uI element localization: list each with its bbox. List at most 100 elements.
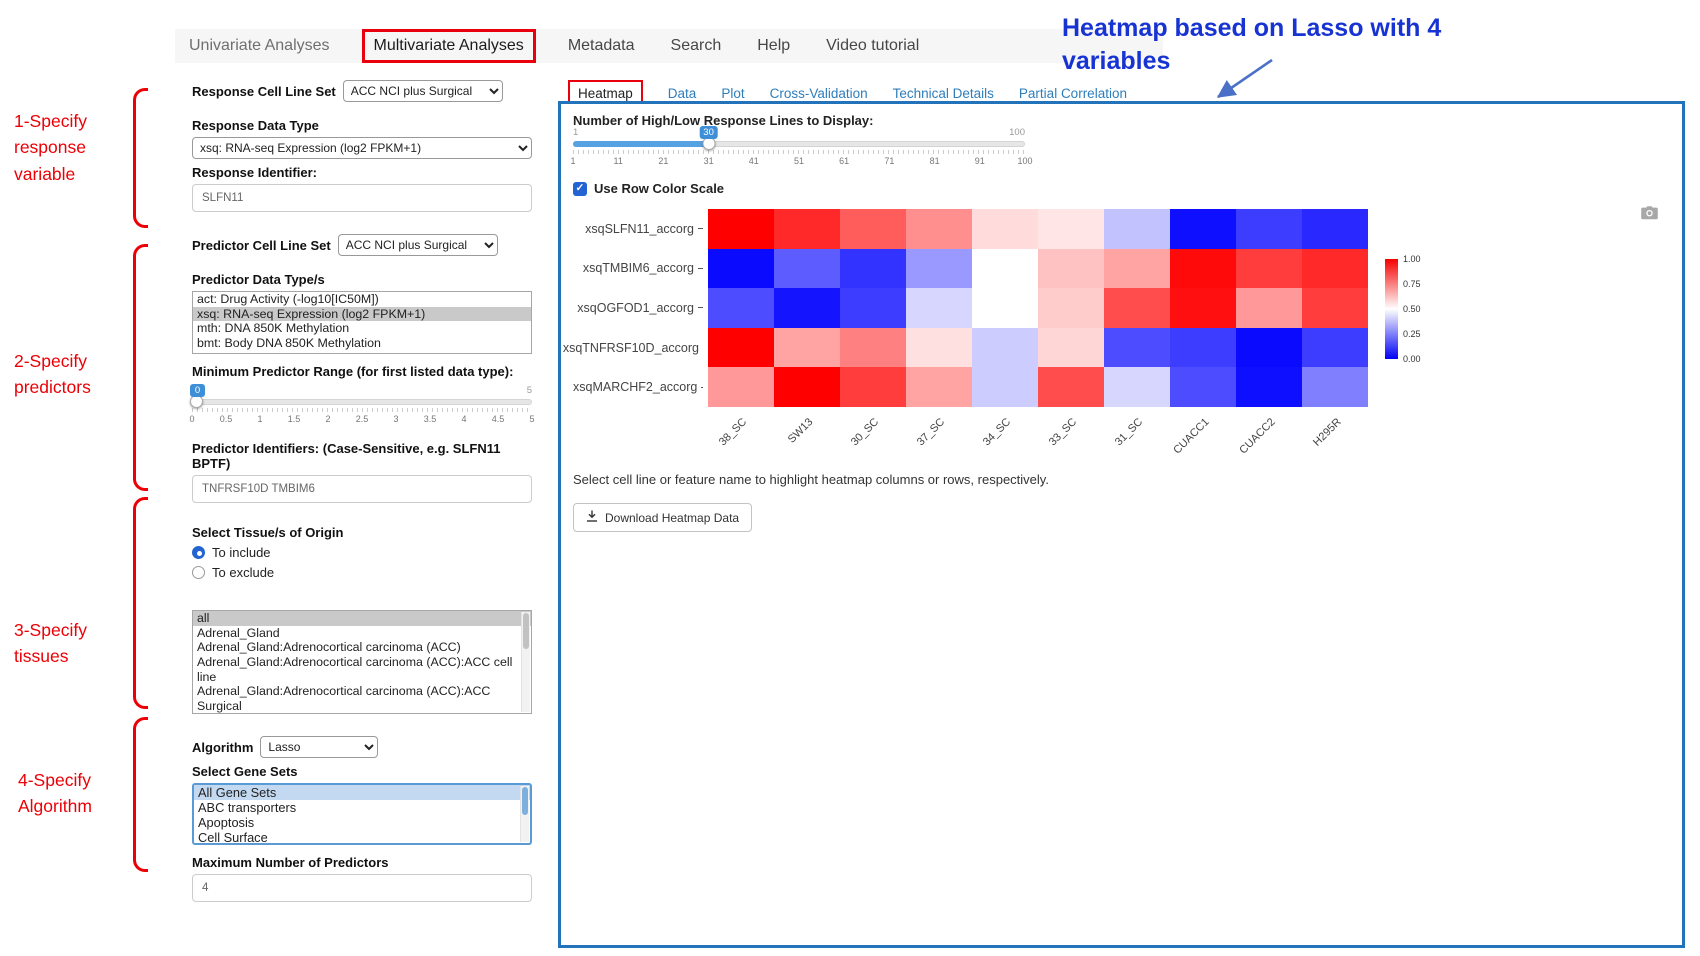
heatmap-row-label-xsqtmbim6-accorg[interactable]: xsqTMBIM6_accorg [573, 249, 703, 289]
heatmap-col-label-30-sc[interactable]: 30_SC [849, 416, 882, 449]
heatmap-cell-xsqtmbim6-accorg-30-sc[interactable] [840, 248, 906, 289]
heatmap-cell-xsqmarchf2-accorg-38-sc[interactable] [708, 367, 774, 407]
heatmap-cell-xsqmarchf2-accorg-30-sc[interactable] [840, 367, 906, 407]
heatmap-col-label-sw13[interactable]: SW13 [785, 416, 816, 446]
heatmap-cell-xsqtmbim6-accorg-h295r[interactable] [1302, 248, 1368, 289]
heatmap-cell-xsqtnfrsf10d-accorg-37-sc[interactable] [906, 327, 972, 368]
heatmap-cell-xsqslfn11-accorg-33-sc[interactable] [1038, 209, 1104, 249]
heatmap-cell-xsqogfod1-accorg-38-sc[interactable] [708, 288, 774, 328]
nav-item-video-tutorial[interactable]: Video tutorial [826, 37, 920, 54]
response-identifier-input[interactable] [192, 184, 532, 212]
heatmap-cell-xsqogfod1-accorg-sw13[interactable] [774, 288, 840, 328]
heatmap-cell-xsqmarchf2-accorg-37-sc[interactable] [906, 367, 972, 407]
tab-heatmap[interactable]: Heatmap [568, 80, 643, 107]
heatmap-cell-xsqslfn11-accorg-38-sc[interactable] [708, 209, 774, 249]
min-range-slider-track[interactable] [192, 399, 532, 405]
response-lines-slider[interactable]: 1 100 30 1 11 21 31 41 51 61 71 81 91 100 [570, 125, 1033, 173]
radio-unselected-icon[interactable] [192, 566, 205, 579]
heatmap-cell-xsqslfn11-accorg-cuacc1[interactable] [1170, 209, 1236, 249]
heatmap-cell-xsqogfod1-accorg-cuacc2[interactable] [1236, 288, 1302, 328]
gene-sets-listbox-option-all-gene-sets[interactable]: All Gene Sets [194, 785, 530, 801]
heatmap-cell-xsqslfn11-accorg-30-sc[interactable] [840, 209, 906, 249]
radio-selected-icon[interactable] [192, 546, 205, 559]
tab-partial-correlation[interactable]: Partial Correlation [1018, 86, 1127, 101]
download-heatmap-button[interactable]: Download Heatmap Data [573, 503, 753, 532]
heatmap-cell-xsqtnfrsf10d-accorg-sw13[interactable] [774, 327, 840, 368]
tab-plot[interactable]: Plot [721, 86, 745, 101]
heatmap-cell-xsqtnfrsf10d-accorg-33-sc[interactable] [1038, 327, 1104, 368]
heatmap-cell-xsqtmbim6-accorg-sw13[interactable] [774, 248, 840, 289]
row-color-scale-checkbox[interactable]: Use Row Color Scale [573, 181, 724, 196]
tissue-listbox-option-adrenal-gland-adrenocortical-carcinoma-acc-acc-surgical[interactable]: Adrenal_Gland:Adrenocortical carcinoma (… [197, 684, 491, 713]
heatmap-cell-xsqogfod1-accorg-30-sc[interactable] [840, 288, 906, 328]
tissue-listbox[interactable]: all Adrenal_Gland Adrenal_Gland:Adrenocort… [192, 610, 532, 714]
camera-icon[interactable] [1641, 206, 1658, 223]
tissue-listbox-option-adrenal-gland[interactable]: Adrenal_Gland [197, 625, 280, 640]
algorithm-select[interactable]: Lasso [260, 736, 379, 758]
gene-sets-listbox-option-abc-transporters[interactable]: ABC transporters [198, 800, 297, 816]
heatmap-cell-xsqslfn11-accorg-31-sc[interactable] [1104, 209, 1170, 249]
heatmap-cell-xsqogfod1-accorg-33-sc[interactable] [1038, 288, 1104, 328]
min-range-slider-value[interactable]: 0 [190, 384, 205, 397]
tab-data[interactable]: Data [667, 86, 697, 101]
heatmap-cell-xsqmarchf2-accorg-cuacc2[interactable] [1236, 367, 1302, 407]
heatmap-col-label-38-sc[interactable]: 38_SC [717, 416, 750, 449]
heatmap-cell-xsqogfod1-accorg-37-sc[interactable] [906, 288, 972, 328]
lines-slider-bubble[interactable]: 30 [699, 126, 718, 139]
tab-technical-details[interactable]: Technical Details [892, 86, 994, 101]
predictor-data-type-listbox-option-xsq-rna-seq-expression-log2-fpkm-1[interactable]: xsq: RNA-seq Expression (log2 FPKM+1) [193, 306, 531, 322]
heatmap-cell-xsqtnfrsf10d-accorg-38-sc[interactable] [708, 327, 774, 368]
heatmap-cell-xsqtnfrsf10d-accorg-30-sc[interactable] [840, 327, 906, 368]
heatmap-cell-xsqtmbim6-accorg-cuacc2[interactable] [1236, 248, 1302, 289]
nav-item-search[interactable]: Search [670, 37, 722, 54]
heatmap-col-label-h295r[interactable]: H295R [1310, 416, 1344, 449]
heatmap-row-label-xsqtnfrsf10d-accorg[interactable]: xsqTNFRSF10D_accorg [563, 328, 703, 368]
heatmap-cell-xsqmarchf2-accorg-33-sc[interactable] [1038, 367, 1104, 407]
heatmap-col-label-33-sc[interactable]: 33_SC [1047, 416, 1080, 449]
predictor-identifiers-input[interactable] [192, 475, 532, 503]
heatmap-cell-xsqogfod1-accorg-cuacc1[interactable] [1170, 288, 1236, 328]
predictor-cell-line-set-select[interactable]: ACC NCI plus Surgical [337, 234, 498, 256]
tissue-listbox-option-all[interactable]: all [193, 611, 531, 626]
heatmap-cell-xsqtmbim6-accorg-33-sc[interactable] [1038, 248, 1104, 289]
gene-sets-listbox-option-cell-surface[interactable]: Cell Surface [198, 830, 268, 845]
heatmap-cell-xsqmarchf2-accorg-31-sc[interactable] [1104, 367, 1170, 407]
heatmap-cell-xsqtmbim6-accorg-38-sc[interactable] [708, 248, 774, 289]
gene-sets-listbox[interactable]: All Gene Sets ABC transporters Apoptosis Ce… [192, 783, 532, 845]
heatmap-cell-xsqslfn11-accorg-37-sc[interactable] [906, 209, 972, 249]
checkbox-checked-icon[interactable] [573, 181, 587, 196]
heatmap-col-label-37-sc[interactable]: 37_SC [915, 416, 948, 449]
response-data-type-select[interactable]: xsq: RNA-seq Expression (log2 FPKM+1) [192, 137, 532, 159]
heatmap-cell-xsqtnfrsf10d-accorg-cuacc2[interactable] [1236, 327, 1302, 368]
heatmap-cell-xsqtmbim6-accorg-34-sc[interactable] [972, 248, 1038, 289]
heatmap-cell-xsqslfn11-accorg-sw13[interactable] [774, 209, 840, 249]
heatmap-col-label-31-sc[interactable]: 31_SC [1113, 416, 1146, 449]
heatmap-cell-xsqtmbim6-accorg-37-sc[interactable] [906, 248, 972, 289]
min-range-slider[interactable]: 0 5 0 0.5 1 1.5 2 2.5 3 3.5 4 4.5 5 [189, 383, 535, 431]
predictor-data-type-listbox-option-act-drug-activity-log10-ic50m[interactable]: act: Drug Activity (-log10[IC50M]) [197, 292, 379, 306]
heatmap-col-label-cuacc1[interactable]: CUACC1 [1171, 416, 1212, 457]
heatmap-row-label-xsqogfod1-accorg[interactable]: xsqOGFOD1_accorg [573, 288, 703, 328]
heatmap-row-label-xsqslfn11-accorg[interactable]: xsqSLFN11_accorg [573, 209, 703, 249]
nav-item-univariate-analyses[interactable]: Univariate Analyses [189, 37, 330, 54]
heatmap-cell-xsqogfod1-accorg-h295r[interactable] [1302, 288, 1368, 328]
heatmap-row-label-xsqmarchf2-accorg[interactable]: xsqMARCHF2_accorg [573, 367, 703, 407]
nav-item-help[interactable]: Help [757, 37, 791, 54]
nav-item-multivariate-analyses[interactable]: Multivariate Analyses [361, 29, 536, 63]
tab-cross-validation[interactable]: Cross-Validation [769, 86, 868, 101]
heatmap-cell-xsqslfn11-accorg-34-sc[interactable] [972, 209, 1038, 249]
predictor-data-type-listbox-option-bmt-body-dna-850k-methylation[interactable]: bmt: Body DNA 850K Methylation [197, 335, 381, 350]
tissue-listbox-option-adrenal-gland-adrenocortical-carcinoma-acc[interactable]: Adrenal_Gland:Adrenocortical carcinoma (… [197, 640, 461, 655]
heatmap-cell-xsqmarchf2-accorg-34-sc[interactable] [972, 367, 1038, 407]
tissue-listbox-option-adrenal-gland-adrenocortical-carcinoma-acc-acc-cell-line[interactable]: Adrenal_Gland:Adrenocortical carcinoma (… [197, 654, 513, 684]
tissue-include-radio[interactable]: To include [192, 545, 532, 560]
heatmap-cell-xsqtmbim6-accorg-31-sc[interactable] [1104, 248, 1170, 289]
gene-sets-listbox-option-apoptosis[interactable]: Apoptosis [198, 815, 255, 831]
predictor-data-type-listbox-option-mth-dna-850k-methylation[interactable]: mth: DNA 850K Methylation [197, 321, 350, 336]
heatmap-cell-xsqmarchf2-accorg-cuacc1[interactable] [1170, 367, 1236, 407]
max-predictors-input[interactable] [192, 874, 532, 902]
heatmap-cell-xsqtmbim6-accorg-cuacc1[interactable] [1170, 248, 1236, 289]
heatmap-cell-xsqslfn11-accorg-h295r[interactable] [1302, 209, 1368, 249]
tissue-exclude-radio[interactable]: To exclude [192, 565, 532, 580]
heatmap-cell-xsqogfod1-accorg-34-sc[interactable] [972, 288, 1038, 328]
